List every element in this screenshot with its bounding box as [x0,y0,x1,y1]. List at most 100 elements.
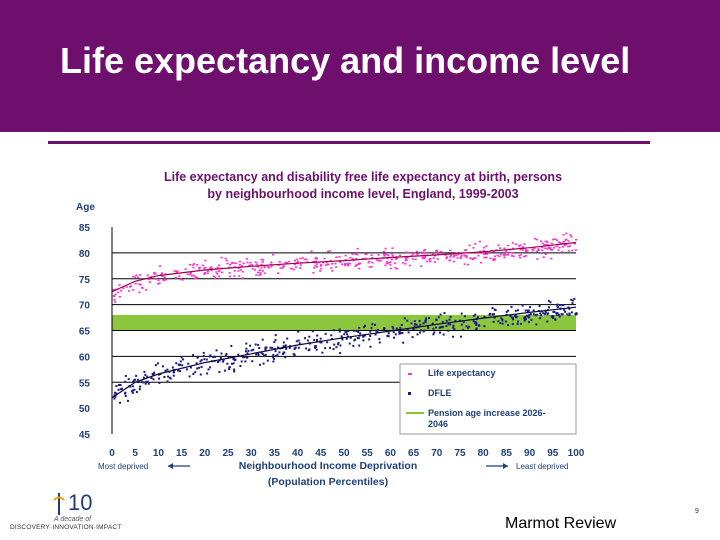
dfle-point [474,321,477,324]
dfle-point [437,316,440,319]
dfle-point [143,370,146,373]
dfle-point [263,354,266,357]
dfle-point [483,315,486,318]
dfle-point [452,335,455,338]
dfle-point [474,328,477,331]
dfle-point [452,326,455,329]
life-expectancy-point [294,266,298,268]
life-expectancy-point [482,249,485,252]
life-expectancy-point [196,264,199,266]
life-expectancy-point [544,247,547,249]
life-expectancy-point [518,254,521,257]
life-expectancy-point [340,263,344,266]
dfle-point [341,338,344,341]
life-expectancy-point [164,273,167,275]
dfle-point [114,395,117,398]
life-expectancy-point [492,259,495,262]
life-expectancy-point [489,257,492,260]
life-expectancy-point [479,250,482,253]
life-expectancy-point [305,258,308,261]
x-tick-label: 50 [338,448,350,459]
x-tick-label: 90 [524,448,536,459]
life-expectancy-point [398,254,401,257]
dfle-point [547,299,550,302]
life-expectancy-point [346,264,350,267]
dfle-point [135,374,138,377]
dfle-point [244,360,247,363]
dfle-point [539,312,542,315]
life-expectancy-point [449,256,452,258]
life-expectancy-point [262,259,265,261]
dfle-point [568,307,571,310]
life-expectancy-point [493,255,497,258]
dfle-point [198,366,201,369]
dfle-point [407,331,410,334]
dfle-point [539,317,542,320]
least-deprived-arrowhead [503,463,508,469]
life-expectancy-point [471,258,474,261]
dfle-point [127,378,130,381]
dfle-point [528,306,531,309]
life-expectancy-point [455,254,458,257]
legend-life-expectancy-marker [408,373,412,375]
x-tick-label: 80 [478,448,490,459]
dfle-point [493,308,496,311]
dfle-point [137,381,140,384]
dfle-point [196,356,199,359]
dfle-point [395,327,398,330]
life-expectancy-point [368,260,371,263]
dfle-point [272,360,275,363]
dfle-point [557,313,560,316]
dfle-point [472,314,475,317]
life-expectancy-point [165,278,168,281]
dfle-point [462,321,465,324]
dfle-point [358,344,361,347]
dfle-point [313,346,316,349]
dfle-point [152,373,155,376]
dfle-point [555,312,558,315]
life-expectancy-point [263,266,266,269]
life-expectancy-point [258,274,261,277]
life-expectancy-point [445,257,448,260]
life-expectancy-point [390,253,394,255]
life-expectancy-point [378,259,381,261]
dfle-point [424,320,427,323]
life-expectancy-point [238,263,241,266]
life-expectancy-point [315,263,319,265]
life-expectancy-point [388,261,391,264]
dfle-point [532,313,535,316]
life-expectancy-point [383,254,386,257]
life-expectancy-point [478,240,481,243]
life-expectancy-point [482,251,485,254]
dfle-point [142,381,145,384]
dfle-point [133,388,136,391]
life-expectancy-point [270,265,273,268]
dfle-point [185,368,188,371]
dfle-point [145,380,148,383]
dfle-point [166,380,169,383]
life-expectancy-point [235,262,238,265]
life-expectancy-point [521,246,525,248]
life-expectancy-point [375,259,378,261]
dfle-point [315,340,318,343]
life-expectancy-point [370,265,373,268]
life-expectancy-point [565,232,568,235]
life-expectancy-point [546,241,549,243]
dfle-point [175,362,178,365]
life-expectancy-point [320,263,323,266]
dfle-point [117,383,120,386]
dfle-point [516,322,519,325]
life-expectancy-point [405,259,408,261]
life-expectancy-point [118,296,121,298]
dfle-point [494,309,497,312]
dfle-point [315,348,318,351]
life-expectancy-point [423,248,427,251]
life-expectancy-point [404,262,407,265]
life-expectancy-point [241,277,244,279]
dfle-point [214,355,217,358]
life-expectancy-point [224,257,227,260]
life-expectancy-point [190,275,194,277]
life-expectancy-point [278,261,281,263]
life-expectancy-point [465,249,468,251]
y-tick-label: 60 [79,352,91,363]
